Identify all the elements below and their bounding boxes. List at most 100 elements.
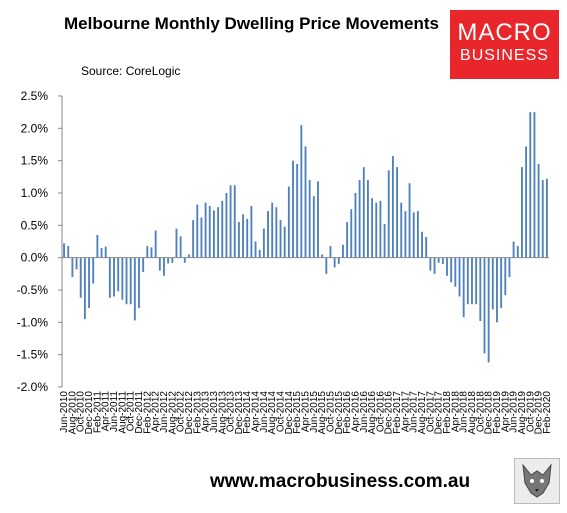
y-tick-label: -1.5% — [17, 348, 49, 362]
bar — [541, 180, 544, 258]
bar — [454, 257, 457, 287]
bar — [138, 257, 140, 309]
bar — [387, 170, 390, 258]
x-tick-label: Feb-2020 — [542, 391, 553, 434]
bar — [308, 180, 311, 258]
x-tick-label: Feb-2019 — [492, 391, 503, 434]
bar — [275, 207, 278, 258]
bar — [416, 211, 419, 258]
bar — [500, 257, 503, 309]
bar — [237, 222, 240, 258]
bar — [292, 160, 294, 258]
x-tick-label: Jun-2011 — [109, 391, 120, 432]
bar — [479, 257, 482, 322]
bar — [75, 257, 78, 270]
bar — [391, 156, 394, 258]
bar — [296, 163, 299, 258]
bar — [67, 246, 70, 258]
x-tick-label: Jun-2013 — [209, 391, 220, 433]
x-tick-label: Jun-2019 — [509, 391, 520, 433]
bar — [117, 257, 120, 292]
chart-title: Melbourne Monthly Dwelling Price Movemen… — [64, 14, 439, 33]
bar — [483, 257, 486, 354]
x-tick-label: Jun-2016 — [359, 391, 370, 433]
bar — [100, 247, 103, 258]
x-tick-label: Feb-2016 — [342, 391, 353, 434]
x-tick-label: Oct-2011 — [126, 391, 137, 432]
bar — [167, 257, 170, 264]
bar — [188, 254, 190, 258]
y-tick-label: -2.0% — [17, 380, 49, 394]
x-tick-label: Dec-2015 — [334, 391, 345, 435]
x-tick-label: Aug-2014 — [267, 391, 278, 435]
x-tick-label: Jun-2017 — [409, 391, 420, 433]
bar — [63, 243, 66, 258]
x-tick-label: Dec-2014 — [284, 391, 295, 435]
bar — [408, 183, 411, 258]
x-tick-label: Feb-2012 — [142, 391, 153, 434]
x-tick-label: Apr-2016 — [350, 391, 361, 433]
bar — [404, 211, 407, 258]
y-tick-label: -1.0% — [17, 315, 49, 329]
bar — [529, 112, 532, 258]
logo-line-1: MACRO — [457, 19, 552, 46]
x-tick-label: Apr-2019 — [500, 391, 511, 433]
bar — [508, 257, 511, 278]
x-tick-label: Dec-2011 — [134, 391, 145, 434]
bar — [271, 202, 274, 258]
y-tick-label: 2.5% — [21, 89, 49, 103]
bar — [421, 231, 423, 258]
bar — [183, 257, 186, 263]
bar — [425, 236, 428, 258]
bar — [429, 257, 432, 271]
bars — [63, 112, 548, 363]
bar — [362, 167, 365, 258]
bar — [300, 125, 303, 258]
x-tick-label: Dec-2016 — [384, 391, 395, 435]
x-tick-label: Dec-2012 — [184, 391, 195, 435]
bar — [487, 257, 490, 363]
y-tick-label: 0.5% — [21, 218, 49, 232]
x-tick-label: Aug-2012 — [167, 391, 178, 435]
bar — [462, 257, 465, 318]
bar — [154, 230, 157, 258]
wolf-icon — [514, 458, 560, 504]
x-tick-label: Apr-2014 — [251, 391, 262, 433]
bar — [412, 212, 415, 258]
bar — [312, 196, 315, 258]
bar — [504, 257, 507, 296]
x-tick-label: Oct-2017 — [425, 391, 436, 433]
bar — [113, 257, 115, 297]
bar — [150, 247, 153, 258]
bar — [545, 178, 548, 258]
x-tick-label: Aug-2010 — [67, 391, 78, 435]
bar — [346, 222, 349, 258]
bar — [379, 200, 382, 258]
x-tick-label: Oct-2019 — [525, 391, 536, 433]
bar — [258, 249, 261, 258]
bar — [121, 257, 124, 300]
bar — [250, 205, 253, 258]
bar — [92, 257, 95, 284]
y-tick-label: 0.0% — [21, 251, 49, 265]
x-tick-label: Aug-2016 — [367, 391, 378, 435]
bar — [192, 220, 195, 258]
x-tick-label: Jun-2018 — [459, 391, 470, 433]
bar — [325, 257, 328, 274]
x-tick-label: Oct-2018 — [475, 391, 486, 433]
bar — [267, 211, 269, 258]
bar — [525, 146, 528, 258]
bar — [537, 163, 540, 258]
chart-subtitle: Source: CoreLogic — [81, 64, 181, 78]
x-tick-label: Feb-2013 — [192, 391, 203, 434]
logo-line-2: BUSINESS — [460, 47, 549, 64]
bar — [491, 257, 494, 310]
x-tick-label: Jun-2012 — [159, 391, 170, 433]
bar — [342, 244, 344, 258]
x-tick-label: Oct-2013 — [226, 391, 237, 433]
bar — [158, 257, 161, 271]
bar — [371, 198, 374, 258]
x-tick-label: Apr-2015 — [301, 391, 312, 433]
x-tick-label: Aug-2017 — [417, 391, 428, 435]
bar — [96, 235, 99, 258]
